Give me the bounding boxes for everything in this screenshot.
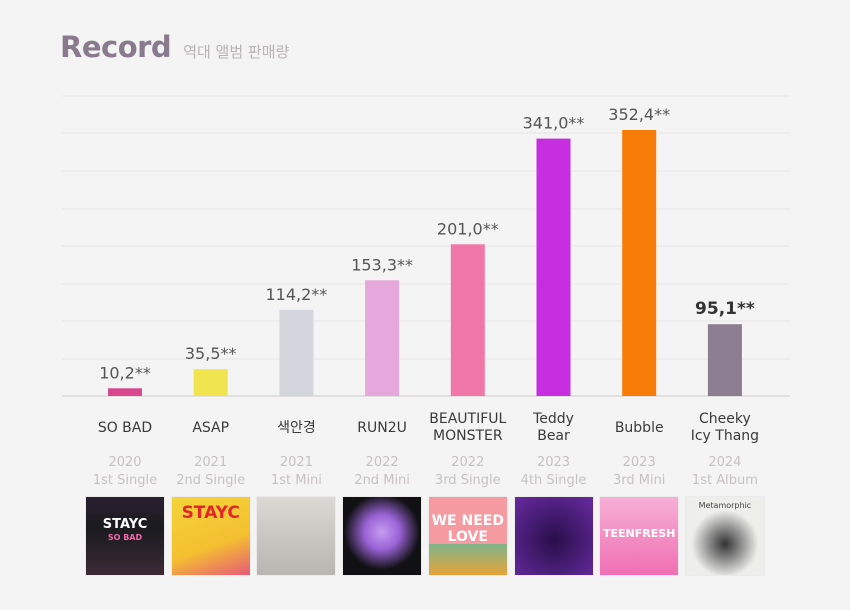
category-label-5: MONSTER bbox=[433, 428, 503, 444]
value-label-8: 95,1** bbox=[695, 299, 755, 319]
category-label-8: Cheeky bbox=[699, 411, 751, 427]
category-label-3: 색안경 bbox=[277, 420, 316, 436]
year-label-3: 2021 bbox=[280, 455, 313, 470]
bar-6 bbox=[536, 138, 571, 397]
release-type-label-1: 1st Single bbox=[93, 473, 157, 488]
value-label-7: 352,4** bbox=[608, 105, 670, 124]
album-cover-5: WE NEED LOVE bbox=[428, 497, 507, 575]
category-label-2: ASAP bbox=[192, 420, 229, 436]
category-label-1: SO BAD bbox=[98, 420, 152, 436]
chart-header: Record 역대 앨범 판매량 bbox=[60, 30, 289, 64]
bar-7 bbox=[622, 130, 657, 396]
album-cover-2: STAYC bbox=[171, 497, 250, 575]
value-label-6: 341,0** bbox=[523, 114, 585, 133]
bar-2 bbox=[193, 369, 228, 396]
category-label-8: Icy Thang bbox=[691, 428, 759, 444]
album-cover-8: Metamorphic bbox=[685, 497, 764, 575]
category-label-7: Bubble bbox=[615, 420, 664, 436]
year-label-2: 2021 bbox=[194, 455, 227, 470]
album-cover-subtitle: LOVE bbox=[447, 529, 488, 545]
year-label-4: 2022 bbox=[366, 455, 399, 470]
album-cover-subtitle: SO BAD bbox=[107, 533, 143, 542]
release-type-label-8: 1st Album bbox=[692, 473, 758, 488]
bar-5 bbox=[450, 244, 485, 396]
album-cover-title: WE NEED bbox=[431, 513, 504, 529]
release-type-label-2: 2nd Single bbox=[176, 473, 245, 488]
release-type-label-5: 3rd Single bbox=[435, 473, 501, 488]
category-label-5: BEAUTIFUL bbox=[429, 411, 506, 427]
album-cover-7: TEENFRESH bbox=[600, 497, 679, 575]
category-label-6: Bear bbox=[537, 428, 570, 444]
year-label-6: 2023 bbox=[537, 455, 570, 470]
bar-4 bbox=[365, 280, 400, 396]
album-cover-title: Metamorphic bbox=[698, 501, 752, 510]
album-cover-6 bbox=[514, 497, 593, 575]
chart-subtitle: 역대 앨범 판매량 bbox=[183, 43, 290, 61]
album-cover-3 bbox=[257, 497, 336, 575]
year-label-8: 2024 bbox=[708, 455, 741, 470]
value-label-3: 114,2** bbox=[265, 285, 327, 304]
year-label-7: 2023 bbox=[623, 455, 656, 470]
value-label-5: 201,0** bbox=[437, 219, 499, 238]
chart-title: Record bbox=[60, 30, 172, 64]
album-cover-title: STAYC bbox=[102, 517, 148, 532]
release-type-label-7: 3rd Mini bbox=[613, 473, 665, 488]
release-type-label-6: 4th Single bbox=[521, 473, 587, 488]
year-label-5: 2022 bbox=[451, 455, 484, 470]
category-label-4: RUN2U bbox=[357, 420, 407, 436]
bar-8 bbox=[707, 324, 742, 396]
year-label-1: 2020 bbox=[108, 455, 141, 470]
value-label-4: 153,3** bbox=[351, 255, 413, 274]
category-label-6: Teddy bbox=[532, 411, 574, 427]
bar-1 bbox=[108, 388, 142, 396]
value-label-1: 10,2** bbox=[99, 363, 151, 382]
release-type-label-4: 2nd Mini bbox=[354, 473, 410, 488]
album-cover-title: STAYC bbox=[181, 503, 240, 523]
bar-3 bbox=[279, 309, 314, 396]
album-cover-4 bbox=[343, 497, 422, 575]
album-cover-1: STAYC SO BAD bbox=[86, 497, 164, 575]
album-cover-title: TEENFRESH bbox=[603, 527, 676, 540]
release-type-label-3: 1st Mini bbox=[271, 473, 322, 488]
value-label-2: 35,5** bbox=[185, 344, 237, 363]
